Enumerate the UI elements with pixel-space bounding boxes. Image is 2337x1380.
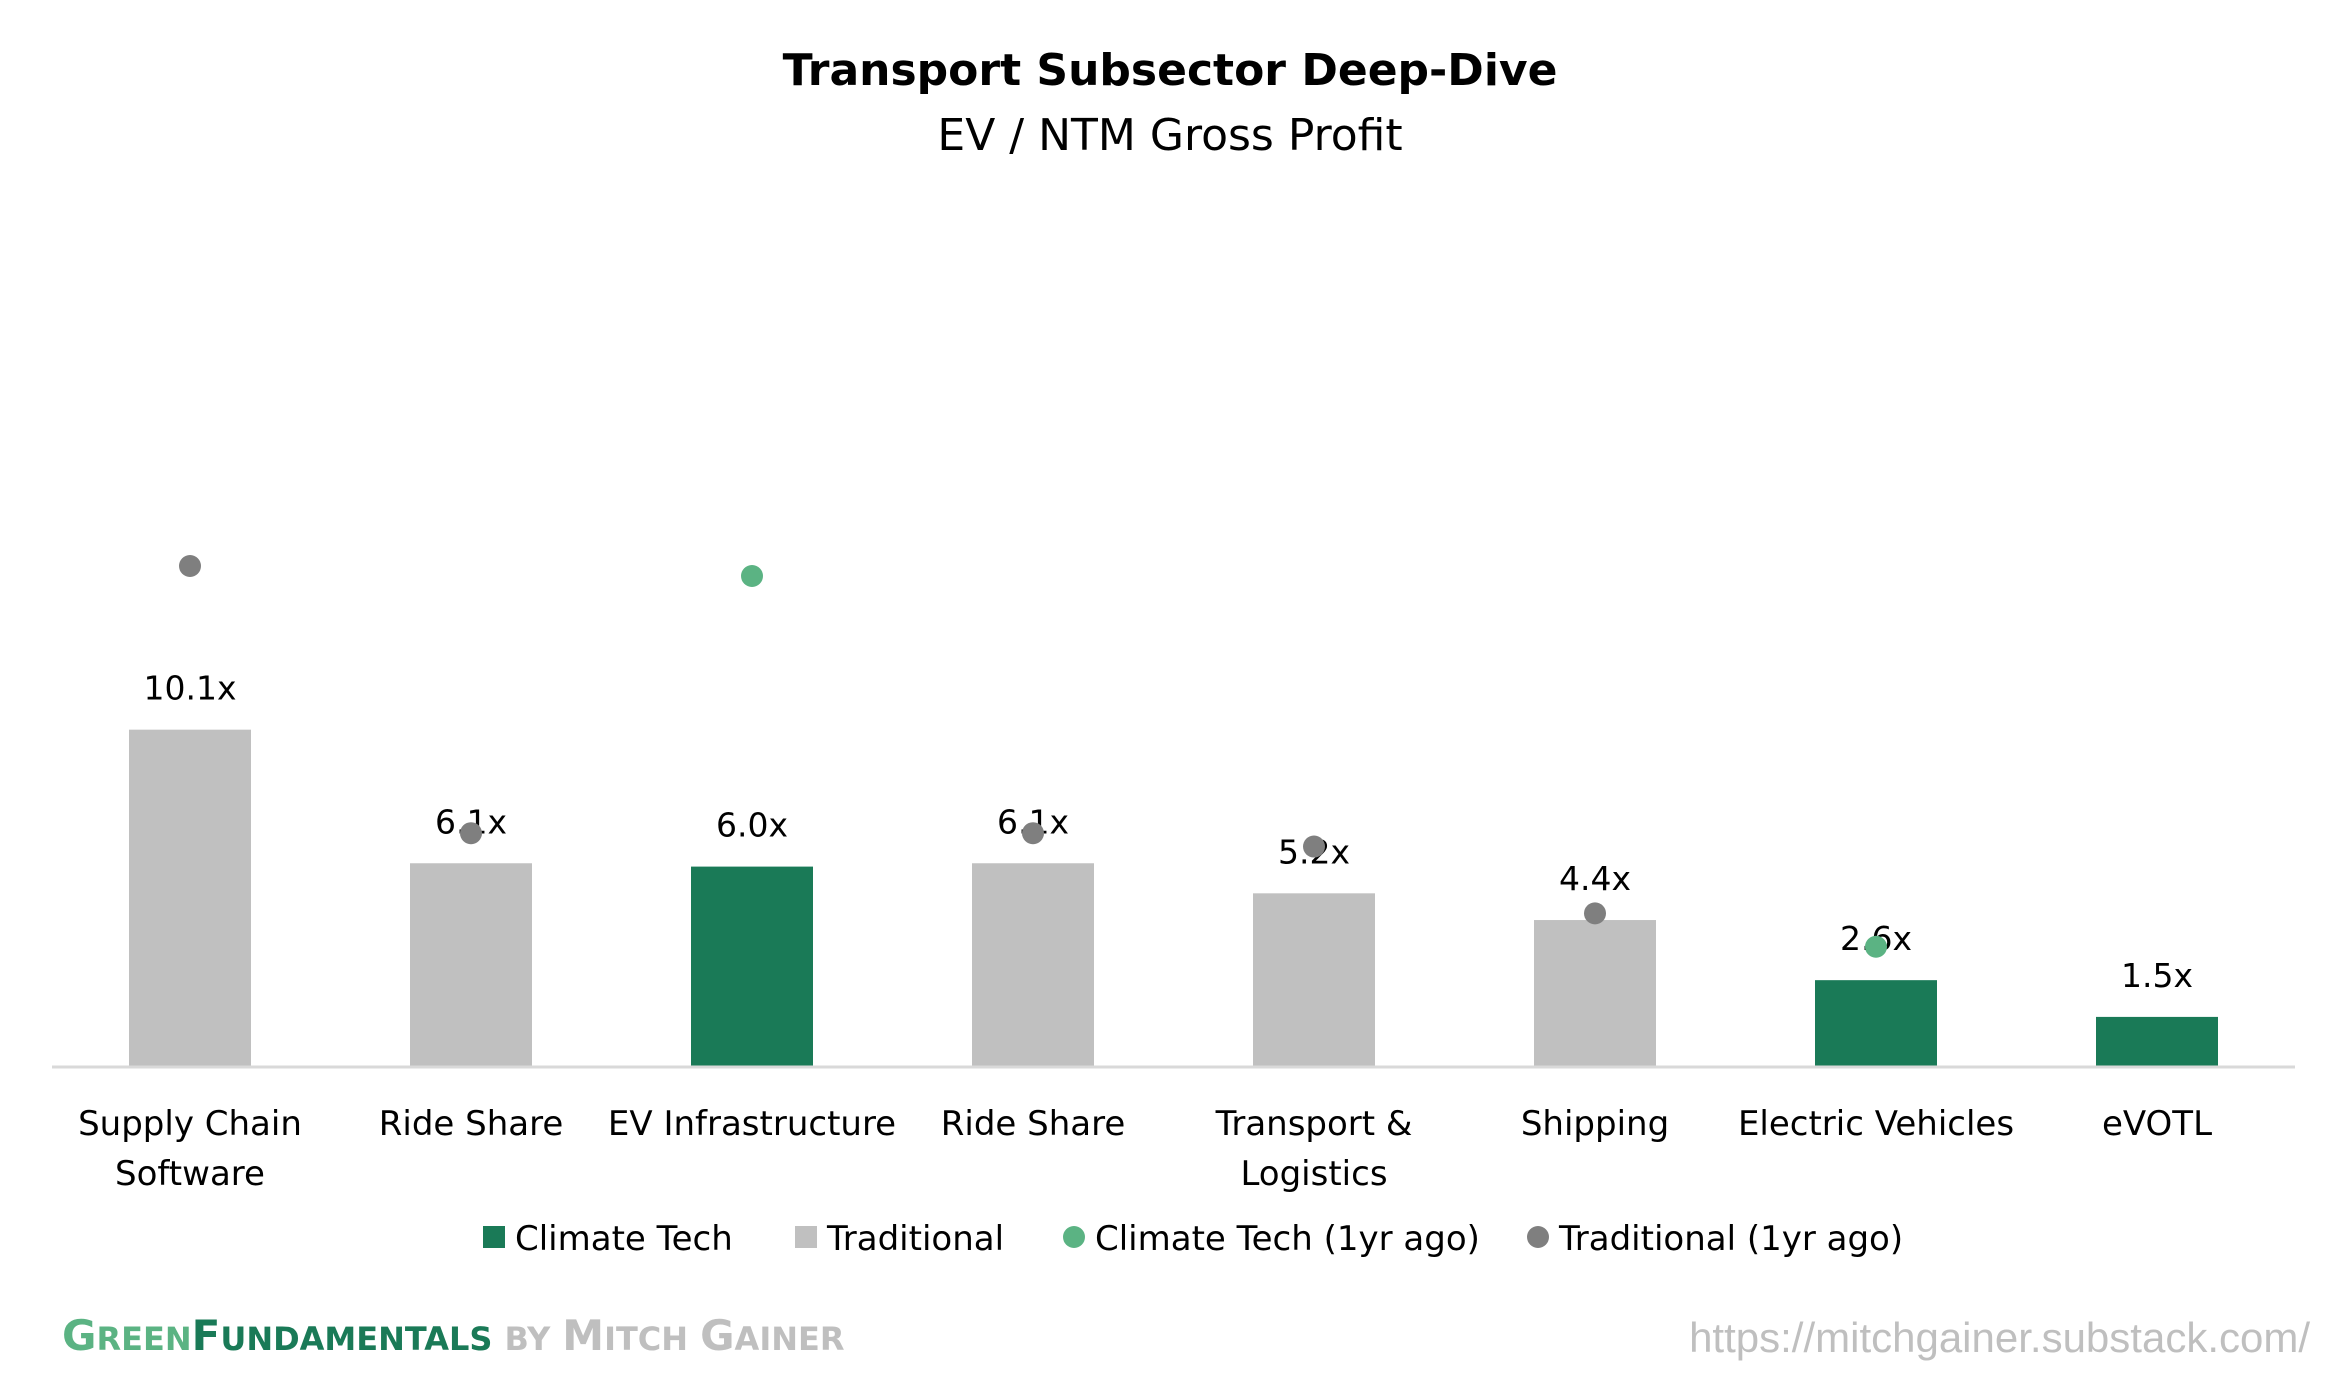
brand-gainer-initial: G: [700, 1311, 734, 1360]
bar-1: [129, 729, 251, 1067]
category-label-1-line-1: Supply Chain: [78, 1104, 302, 1144]
legend: Climate Tech Traditional Climate Tech (1yr…: [483, 1219, 1903, 1259]
brand-green-rest: REEN: [96, 1320, 191, 1358]
marker-1yr-ago-1: [179, 555, 201, 577]
data-label-1: 10.1x: [143, 669, 236, 708]
bar-7: [1815, 980, 1937, 1067]
bar-5: [1253, 893, 1375, 1067]
marker-1yr-ago-6: [1584, 902, 1606, 925]
category-label-4: Ride Share: [941, 1104, 1126, 1144]
legend-swatch-2: [795, 1226, 817, 1248]
chart-subtitle: EV / NTM Gross Profit: [937, 110, 1402, 161]
legend-label-4: Traditional (1yr ago): [1558, 1219, 1903, 1259]
legend-swatch-3: [1063, 1226, 1085, 1248]
data-label-8: 1.5x: [2121, 956, 2193, 995]
bar-6: [1534, 920, 1656, 1067]
legend-label-3: Climate Tech (1yr ago): [1095, 1219, 1480, 1259]
brand-fund-rest: UNDAMENTALS: [220, 1320, 492, 1358]
category-label-5-line-2: Logistics: [1240, 1154, 1387, 1194]
brand-mitch-rest: ITCH: [604, 1320, 688, 1358]
category-label-1-line-2: Software: [115, 1154, 265, 1194]
bar-3: [691, 866, 813, 1067]
marker-1yr-ago-4: [1022, 822, 1044, 845]
marker-1yr-ago-7: [1865, 935, 1887, 958]
marker-1yr-ago-3: [741, 565, 763, 588]
brand-fund-initial: F: [192, 1311, 221, 1360]
brand-logo: GREENFUNDAMENTALS BY MITCH GAINER: [62, 1311, 845, 1360]
data-label-3: 6.0x: [716, 806, 788, 845]
brand-gainer-rest: AINER: [735, 1320, 845, 1358]
category-label-3: EV Infrastructure: [608, 1104, 896, 1144]
source-url[interactable]: https://mitchgainer.substack.com/: [1689, 1314, 2310, 1361]
bar-2: [410, 863, 532, 1067]
marker-1yr-ago-2: [460, 822, 482, 845]
data-label-6: 4.4x: [1559, 859, 1631, 898]
bar-4: [972, 863, 1094, 1067]
legend-label-1: Climate Tech: [515, 1219, 733, 1259]
bar-8: [2096, 1016, 2218, 1067]
category-label-6: Shipping: [1521, 1104, 1669, 1144]
category-label-2: Ride Share: [379, 1104, 564, 1144]
brand-mitch-initial: M: [562, 1311, 604, 1360]
legend-swatch-4: [1527, 1226, 1549, 1248]
brand-by: BY: [504, 1320, 551, 1358]
category-label-5-line-1: Transport &: [1215, 1104, 1413, 1144]
brand-green-initial: G: [62, 1311, 96, 1360]
category-label-7: Electric Vehicles: [1738, 1104, 2014, 1144]
legend-label-2: Traditional: [826, 1219, 1004, 1259]
legend-swatch-1: [483, 1226, 505, 1248]
chart-title: Transport Subsector Deep-Dive: [783, 45, 1558, 96]
category-label-8: eVOTL: [2102, 1104, 2212, 1144]
marker-1yr-ago-5: [1303, 835, 1325, 858]
